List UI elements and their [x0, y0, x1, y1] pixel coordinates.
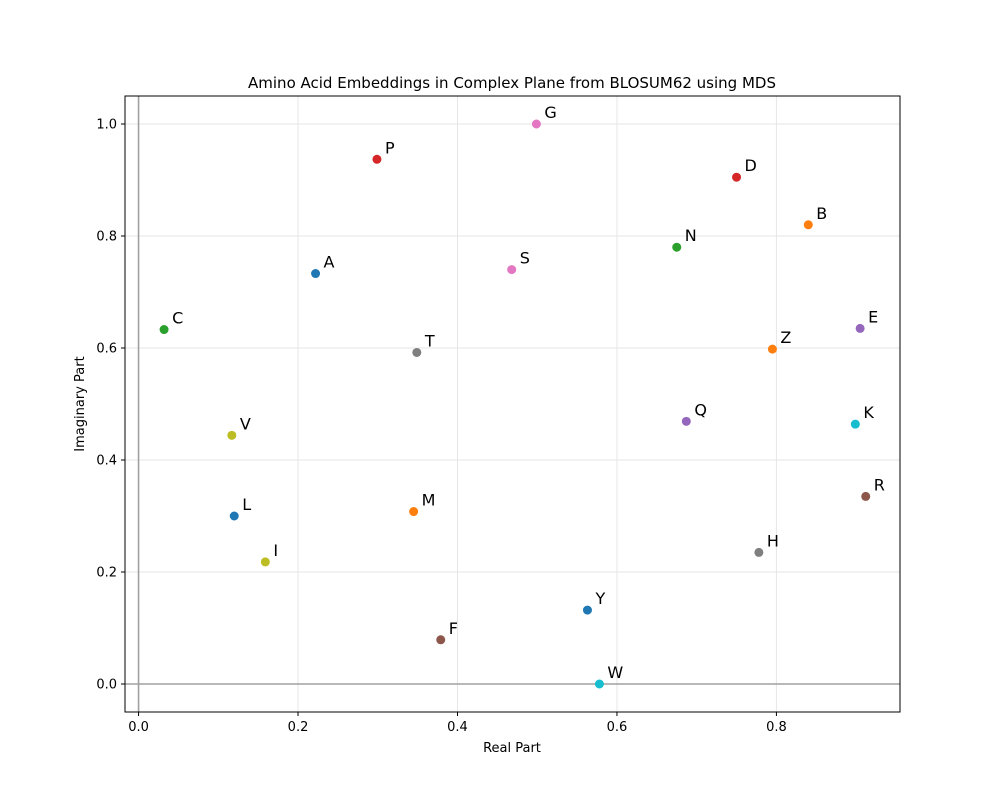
y-tick-label: 0.2: [96, 566, 117, 581]
data-point-F: [436, 635, 446, 645]
data-point-E: [855, 323, 865, 333]
y-axis-label: Imaginary Part: [73, 356, 88, 451]
data-point-N: [672, 242, 682, 252]
point-label-I: I: [273, 541, 278, 560]
point-label-E: E: [868, 307, 878, 326]
point-label-G: G: [544, 103, 556, 122]
point-label-F: F: [449, 619, 458, 638]
y-tick-label: 0.0: [96, 678, 117, 693]
data-point-C: [159, 325, 169, 335]
x-tick-label: 0.6: [607, 720, 628, 735]
data-point-Z: [767, 344, 777, 354]
data-point-A: [311, 269, 321, 279]
y-axis-ticks: 0.0 0.2 0.4 0.6 0.8 1.0: [96, 118, 125, 693]
data-point-K: [850, 419, 860, 429]
y-tick-label: 0.6: [96, 342, 117, 357]
point-label-Q: Q: [694, 400, 707, 419]
point-label-L: L: [242, 495, 251, 514]
data-point-S: [507, 265, 517, 275]
point-label-A: A: [324, 253, 335, 272]
point-label-S: S: [520, 249, 530, 268]
x-axis-ticks: 0.0 0.2 0.4 0.6 0.8: [128, 712, 787, 735]
point-label-K: K: [863, 403, 874, 422]
x-axis-label: Real Part: [483, 741, 541, 756]
data-point-D: [732, 172, 742, 182]
plot-frame: [124, 95, 901, 713]
data-point-I: [260, 557, 270, 567]
y-tick-label: 0.4: [96, 454, 117, 469]
x-tick-label: 0.2: [288, 720, 309, 735]
chart-title: Amino Acid Embeddings in Complex Plane f…: [248, 74, 776, 92]
point-label-Y: Y: [594, 589, 605, 608]
data-point-Y: [582, 605, 592, 615]
data-point-L: [229, 511, 239, 521]
point-label-T: T: [424, 331, 435, 350]
x-tick-label: 0.8: [766, 720, 787, 735]
data-point-P: [372, 154, 382, 164]
data-point-M: [409, 507, 419, 517]
y-tick-label: 1.0: [96, 118, 117, 133]
x-tick-label: 0.0: [128, 720, 149, 735]
x-tick-label: 0.4: [447, 720, 468, 735]
point-label-V: V: [240, 414, 251, 433]
point-label-H: H: [767, 531, 779, 550]
data-point-V: [227, 430, 237, 440]
data-point-B: [803, 220, 813, 230]
reference-lines: [125, 96, 900, 712]
point-label-M: M: [422, 491, 436, 510]
data-point-H: [754, 547, 764, 557]
point-label-R: R: [874, 475, 885, 494]
point-label-B: B: [816, 204, 827, 223]
point-label-P: P: [385, 138, 395, 157]
data-point-Q: [681, 416, 691, 426]
data-point-G: [531, 119, 541, 129]
point-label-Z: Z: [780, 328, 791, 347]
point-label-D: D: [745, 156, 757, 175]
point-label-W: W: [607, 663, 623, 682]
points-layer: A B C D E F G H I K L M N P Q R S T V W Y Z: [159, 103, 885, 689]
point-label-N: N: [685, 226, 697, 245]
y-tick-label: 0.8: [96, 230, 117, 245]
data-point-T: [412, 347, 422, 357]
data-point-R: [861, 491, 871, 501]
point-label-C: C: [172, 309, 183, 328]
data-point-W: [594, 679, 604, 689]
